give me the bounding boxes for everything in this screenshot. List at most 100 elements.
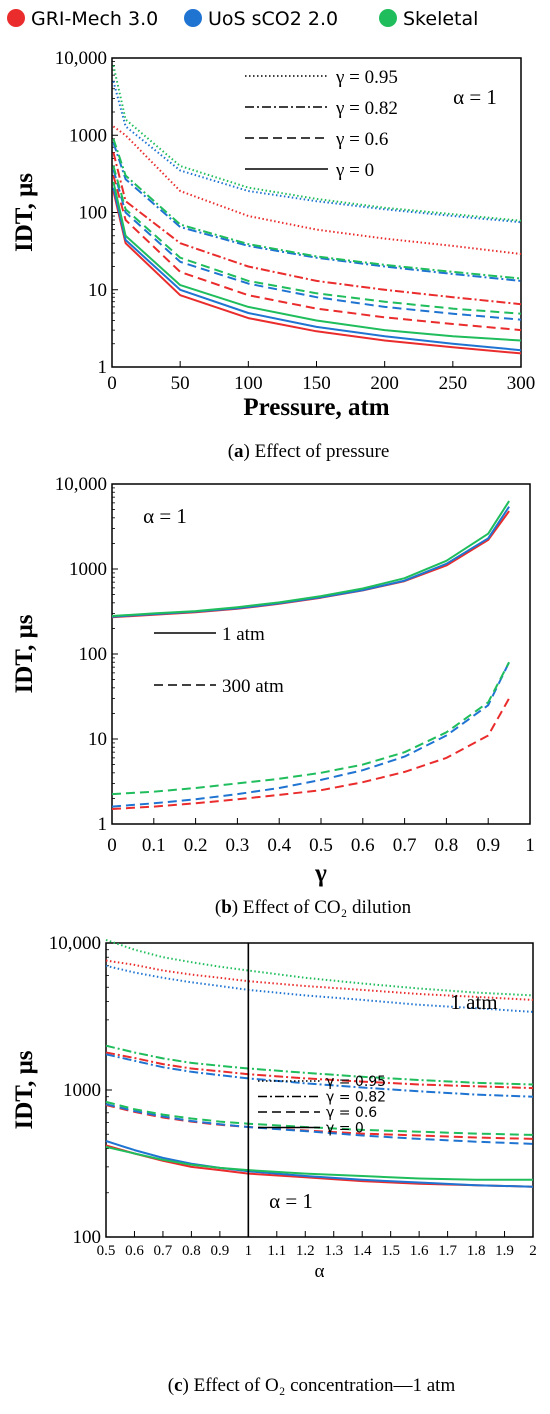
style-legend-label-3: γ = 0 — [326, 1121, 364, 1137]
series-line-9 — [112, 190, 522, 355]
series-line-11 — [112, 181, 522, 342]
style-legend-label-1: 300 atm — [222, 676, 284, 697]
y-tick-label: 100 — [79, 644, 108, 665]
x-tick-label: 0 — [107, 835, 117, 856]
y-axis-label: IDT, μs — [11, 173, 38, 252]
x-tick-label: 1.8 — [467, 1243, 486, 1259]
caption-letter: b — [221, 897, 232, 918]
style-legend-label-3: γ = 0 — [335, 160, 374, 181]
series-line-8 — [105, 1100, 534, 1136]
style-legend-label-1: γ = 0.82 — [326, 1090, 386, 1106]
y-axis-label: IDT, μs — [11, 614, 38, 693]
x-tick-label: 1.6 — [410, 1243, 429, 1259]
legend-label-0: GRI-Mech 3.0 — [31, 8, 158, 30]
style-legend-label-0: γ = 0.95 — [326, 1074, 386, 1090]
x-tick-label: 0.6 — [351, 835, 375, 856]
y-tick-label: 1000 — [63, 1080, 101, 1101]
x-tick-label: 1.3 — [324, 1243, 343, 1259]
x-tick-label: 300 — [507, 373, 536, 394]
x-tick-label: 0.8 — [182, 1243, 201, 1259]
chart-panel-c: 100 1000 10,000 0.5 0.6 0.7 0.8 0.9 1 1.1 1.2 1.3 1.… — [11, 933, 537, 1396]
series-line-7 — [112, 169, 522, 321]
y-tick-label: 10,000 — [55, 474, 107, 495]
x-tick-label: 1.2 — [296, 1243, 315, 1259]
series-line-4 — [105, 1053, 534, 1098]
plot-frame — [105, 942, 534, 1238]
chart-panel-b: 1 10 100 1000 10,000 0 0.1 0.2 0.3 0.4 0.5 0.6 0.7 0.… — [11, 474, 535, 918]
series-line-3 — [111, 697, 510, 810]
series-line-2 — [105, 938, 534, 997]
series-line-5 — [105, 1044, 534, 1086]
style-legend-label-1: γ = 0.82 — [335, 98, 398, 119]
x-tick-label: 100 — [234, 373, 263, 394]
style-legend-label-2: γ = 0.6 — [326, 1105, 377, 1121]
series-line-4 — [111, 661, 510, 808]
series-line-8 — [112, 165, 522, 315]
series-line-5 — [112, 138, 522, 280]
x-tick-label: 0.1 — [142, 835, 166, 856]
annotation-alpha: α = 1 — [143, 504, 187, 528]
x-axis-label: γ — [314, 860, 327, 887]
x-tick-label: 0.6 — [125, 1243, 144, 1259]
x-tick-label: 1.1 — [267, 1243, 286, 1259]
mechanism-legend: GRI-Mech 3.0 UoS sCO2 2.0 Skeletal — [7, 8, 478, 30]
annotation-alpha: α = 1 — [453, 85, 497, 109]
x-tick-label: 1.7 — [438, 1243, 457, 1259]
series-line-10 — [112, 187, 522, 352]
series-line-2 — [112, 65, 522, 222]
series-line-5 — [111, 661, 510, 796]
series-line-6 — [112, 175, 522, 332]
x-tick-label: 0.5 — [97, 1243, 116, 1259]
x-axis-label: α — [315, 1261, 325, 1282]
x-tick-label: 1 — [525, 835, 535, 856]
caption-text: Effect of CO₂ dilution — [243, 897, 412, 918]
legend-marker-0 — [7, 9, 25, 27]
y-axis-label: IDT, μs — [11, 1050, 38, 1129]
series-line-0 — [112, 125, 522, 255]
y-tick-label: 1 — [98, 814, 108, 835]
x-tick-label: 0.3 — [226, 835, 250, 856]
y-tick-label: 10 — [88, 729, 107, 750]
panel-caption: (a) Effect of pressure — [228, 441, 390, 462]
style-legend-label-0: 1 atm — [222, 624, 265, 645]
x-tick-label: 0.7 — [393, 835, 417, 856]
panel-caption: (b) Effect of CO₂ dilution — [215, 897, 412, 918]
x-tick-label: 2 — [529, 1243, 537, 1259]
y-tick-label: 100 — [79, 203, 108, 224]
y-tick-label: 10 — [88, 280, 107, 301]
series-line-0 — [105, 959, 534, 1001]
legend-label-2: Skeletal — [403, 8, 478, 30]
y-tick-label: 10,000 — [55, 48, 107, 69]
caption-letter: c — [174, 1375, 182, 1396]
y-tick-label: 1000 — [69, 125, 107, 146]
series-line-4 — [112, 142, 522, 282]
x-tick-label: 250 — [439, 373, 468, 394]
x-tick-label: 0.2 — [184, 835, 208, 856]
x-tick-label: 1.9 — [495, 1243, 514, 1259]
x-axis-label: Pressure, atm — [243, 394, 389, 421]
legend-label-1: UoS sCO2 2.0 — [208, 8, 338, 30]
legend-marker-2 — [379, 9, 397, 27]
style-legend-label-0: γ = 0.95 — [335, 67, 398, 88]
caption-text: Effect of O₂ concentration—1 atm — [194, 1375, 456, 1396]
y-tick-label: 10,000 — [49, 933, 101, 954]
chart-panel-a: 1 10 100 1000 10,000 0 50 100 150 200 250 300 Pressu… — [11, 48, 535, 462]
panel-caption: (c) Effect of O₂ concentration—1 atm — [168, 1375, 456, 1396]
x-tick-label: 1.5 — [381, 1243, 400, 1259]
x-tick-label: 0.4 — [267, 835, 291, 856]
x-tick-label: 0 — [107, 373, 117, 394]
style-legend-label-2: γ = 0.6 — [335, 129, 388, 150]
caption-text: Effect of pressure — [255, 441, 390, 462]
x-tick-label: 0.9 — [476, 835, 500, 856]
y-tick-label: 1 — [98, 357, 108, 378]
annotation-pressure: 1 atm — [450, 990, 497, 1014]
x-tick-label: 0.9 — [210, 1243, 229, 1259]
x-tick-label: 0.7 — [154, 1243, 173, 1259]
x-tick-label: 150 — [302, 373, 331, 394]
legend-marker-1 — [184, 9, 202, 27]
x-tick-label: 0.8 — [435, 835, 459, 856]
series-line-2 — [111, 500, 510, 617]
series-line-3 — [112, 152, 522, 306]
caption-letter: a — [234, 441, 244, 462]
